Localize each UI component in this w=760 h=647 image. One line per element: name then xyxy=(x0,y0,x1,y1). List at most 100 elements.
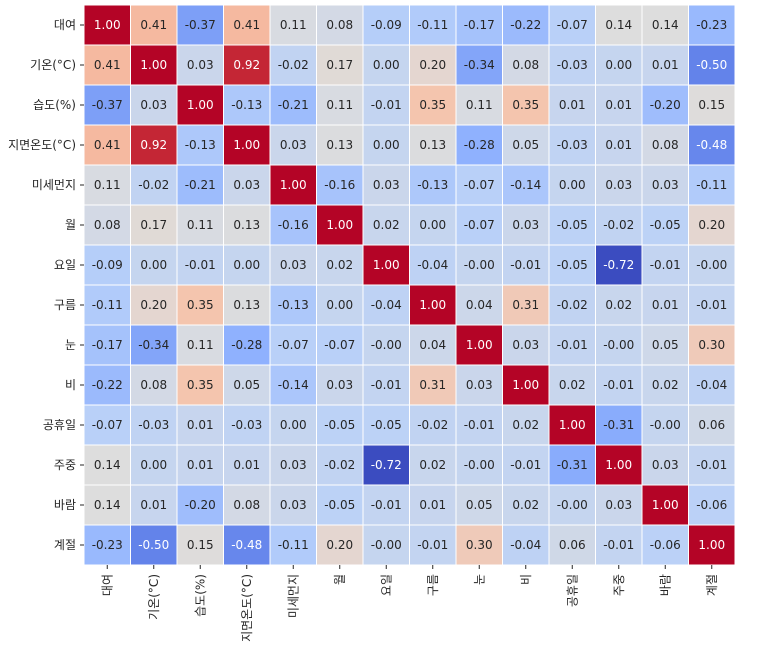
cell-value-label-r9-c2: 0.35 xyxy=(187,378,214,392)
cell-value-label-r0-c1: 0.41 xyxy=(140,18,167,32)
heatmap-cell-r7-c3 xyxy=(223,284,271,326)
cell-value-label-r4-c6: 0.03 xyxy=(373,178,400,192)
cell-value-label-r1-c5: 0.17 xyxy=(326,58,353,72)
heatmap-cell-r0-c1 xyxy=(130,4,178,46)
cell-value-label-r11-c1: 0.00 xyxy=(140,458,167,472)
cell-value-label-r12-c6: -0.01 xyxy=(371,498,402,512)
cell-value-label-r6-c7: -0.04 xyxy=(417,258,448,272)
y-tick-label-5: 월 xyxy=(65,218,76,232)
cell-value-label-r12-c0: 0.14 xyxy=(94,498,121,512)
heatmap-cell-r8-c11 xyxy=(595,324,643,366)
heatmap-cell-r10-c13 xyxy=(688,404,736,446)
cell-value-label-r4-c8: -0.07 xyxy=(464,178,495,192)
heatmap-cell-r9-c2 xyxy=(176,364,224,406)
heatmap-cell-r5-c7 xyxy=(409,204,457,246)
heatmap-cell-r3-c7 xyxy=(409,124,457,166)
heatmap-cell-r10-c4 xyxy=(269,404,317,446)
cell-value-label-r11-c6: -0.72 xyxy=(371,458,402,472)
cell-value-label-r3-c13: -0.48 xyxy=(696,138,727,152)
heatmap-cell-r1-c1 xyxy=(130,44,178,86)
cell-value-label-r6-c2: -0.01 xyxy=(185,258,216,272)
heatmap-cell-r9-c12 xyxy=(641,364,689,406)
cell-value-label-r2-c8: 0.11 xyxy=(466,98,493,112)
cell-value-label-r1-c6: 0.00 xyxy=(373,58,400,72)
heatmap-cell-r3-c13 xyxy=(688,124,736,166)
heatmap-cell-r12-c4 xyxy=(269,484,317,526)
cell-value-label-r10-c1: -0.03 xyxy=(138,418,169,432)
heatmap-cell-r6-c12 xyxy=(641,244,689,286)
heatmap-cell-r12-c13 xyxy=(688,484,736,526)
cell-value-label-r9-c1: 0.08 xyxy=(140,378,167,392)
cell-value-label-r12-c12: 1.00 xyxy=(652,498,679,512)
cell-value-label-r4-c2: -0.21 xyxy=(185,178,216,192)
cell-value-label-r5-c5: 1.00 xyxy=(326,218,353,232)
x-tick-label-8: 눈 xyxy=(472,574,486,585)
cell-value-label-r13-c2: 0.15 xyxy=(187,538,214,552)
y-tick-label-9: 비 xyxy=(65,378,76,392)
cell-value-label-r7-c13: -0.01 xyxy=(696,298,727,312)
heatmap-cells: 1.00 0.41 -0.37 0.41 0.11 0.08 -0.09 -0.11 -0.17… xyxy=(83,4,736,566)
x-tick-label-9: 비 xyxy=(519,574,533,585)
cell-value-label-r3-c5: 0.13 xyxy=(326,138,353,152)
cell-value-label-r1-c2: 0.03 xyxy=(187,58,214,72)
cell-value-label-r6-c9: -0.01 xyxy=(510,258,541,272)
cell-value-label-r4-c12: 0.03 xyxy=(652,178,679,192)
cell-value-label-r8-c4: -0.07 xyxy=(278,338,309,352)
cell-value-label-r0-c13: -0.23 xyxy=(696,18,727,32)
cell-value-label-r12-c10: -0.00 xyxy=(557,498,588,512)
cell-value-label-r12-c11: 0.03 xyxy=(605,498,632,512)
heatmap-cell-r11-c6 xyxy=(362,444,410,486)
cell-value-label-r13-c11: -0.01 xyxy=(603,538,634,552)
heatmap-cell-r8-c6 xyxy=(362,324,410,366)
cell-value-label-r5-c3: 0.13 xyxy=(233,218,260,232)
heatmap-cell-r1-c4 xyxy=(269,44,317,86)
cell-value-label-r6-c4: 0.03 xyxy=(280,258,307,272)
cell-value-label-r0-c6: -0.09 xyxy=(371,18,402,32)
y-tick-label-1: 기온(°C) xyxy=(30,58,76,72)
heatmap-cell-r6-c3 xyxy=(223,244,271,286)
cell-value-label-r2-c12: -0.20 xyxy=(650,98,681,112)
heatmap-cell-r10-c11 xyxy=(595,404,643,446)
cell-value-label-r6-c8: -0.00 xyxy=(464,258,495,272)
cell-value-label-r1-c7: 0.20 xyxy=(419,58,446,72)
heatmap-cell-r12-c7 xyxy=(409,484,457,526)
cell-value-label-r11-c8: -0.00 xyxy=(464,458,495,472)
heatmap-cell-r7-c6 xyxy=(362,284,410,326)
heatmap-cell-r3-c4 xyxy=(269,124,317,166)
cell-value-label-r5-c6: 0.02 xyxy=(373,218,400,232)
y-tick-label-3: 지면온도(°C) xyxy=(8,138,76,152)
cell-value-label-r2-c4: -0.21 xyxy=(278,98,309,112)
cell-value-label-r10-c13: 0.06 xyxy=(698,418,725,432)
cell-value-label-r5-c2: 0.11 xyxy=(187,218,214,232)
heatmap-cell-r1-c7 xyxy=(409,44,457,86)
cell-value-label-r4-c7: -0.13 xyxy=(417,178,448,192)
heatmap-cell-r7-c11 xyxy=(595,284,643,326)
cell-value-label-r0-c9: -0.22 xyxy=(510,18,541,32)
heatmap-cell-r4-c2 xyxy=(176,164,224,206)
cell-value-label-r1-c10: -0.03 xyxy=(557,58,588,72)
cell-value-label-r1-c8: -0.34 xyxy=(464,58,495,72)
cell-value-label-r0-c7: -0.11 xyxy=(417,18,448,32)
heatmap-cell-r8-c7 xyxy=(409,324,457,366)
heatmap-cell-r3-c11 xyxy=(595,124,643,166)
cell-value-label-r9-c11: -0.01 xyxy=(603,378,634,392)
cell-value-label-r10-c12: -0.00 xyxy=(650,418,681,432)
cell-value-label-r10-c8: -0.01 xyxy=(464,418,495,432)
cell-value-label-r6-c13: -0.00 xyxy=(696,258,727,272)
cell-value-label-r5-c0: 0.08 xyxy=(94,218,121,232)
cell-value-label-r4-c1: -0.02 xyxy=(138,178,169,192)
heatmap-cell-r3-c10 xyxy=(548,124,596,166)
heatmap-cell-r3-c12 xyxy=(641,124,689,166)
cell-value-label-r0-c11: 0.14 xyxy=(605,18,632,32)
heatmap-cell-r5-c12 xyxy=(641,204,689,246)
heatmap-cell-r0-c13 xyxy=(688,4,736,46)
cell-value-label-r0-c4: 0.11 xyxy=(280,18,307,32)
heatmap-cell-r7-c0 xyxy=(83,284,131,326)
cell-value-label-r7-c9: 0.31 xyxy=(512,298,539,312)
cell-value-label-r2-c2: 1.00 xyxy=(187,98,214,112)
heatmap-cell-r9-c4 xyxy=(269,364,317,406)
y-tick-label-10: 공휴일 xyxy=(43,418,76,432)
heatmap-cell-r0-c7 xyxy=(409,4,457,46)
